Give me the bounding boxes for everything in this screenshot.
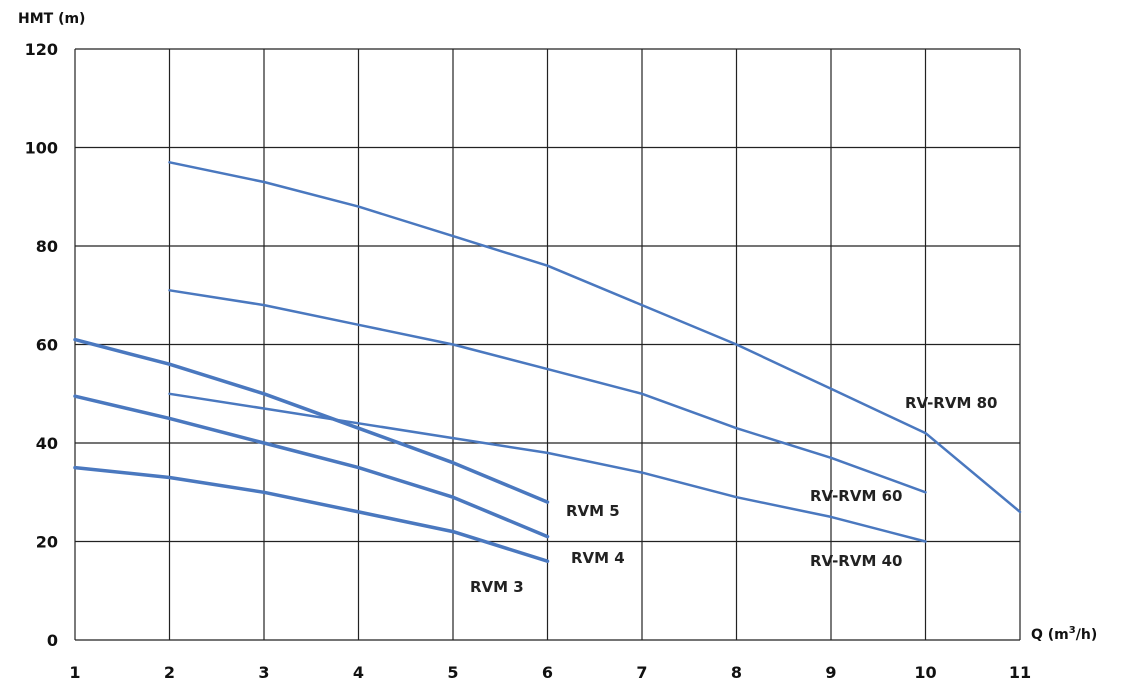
- series-line-rvm-4: [73, 394, 550, 539]
- series-label-rvm-5: RVM 5: [566, 502, 620, 520]
- series-line-rvm-3: [73, 465, 550, 563]
- y-tick-label: 20: [36, 533, 58, 552]
- series-label-rv-rvm-60: RV-RVM 60: [810, 487, 902, 505]
- x-tick-label: 6: [542, 663, 553, 682]
- x-tick-label: 10: [914, 663, 936, 682]
- series-line-rv-rvm-80: [168, 161, 1022, 514]
- x-tick-label: 8: [731, 663, 742, 682]
- x-tick-label: 4: [353, 663, 364, 682]
- y-tick-label: 120: [25, 40, 58, 59]
- series-line-rv-rvm-60: [168, 289, 927, 494]
- grid: [74, 48, 1021, 641]
- x-tick-label: 5: [447, 663, 458, 682]
- x-tick-label: 2: [164, 663, 175, 682]
- y-tick-label: 40: [36, 434, 58, 453]
- x-tick-label: 9: [825, 663, 836, 682]
- x-tick-label: 1: [69, 663, 80, 682]
- curves: [73, 161, 1022, 563]
- y-tick-label: 80: [36, 237, 58, 256]
- tick-labels: 1 2 3 4 5 6 7 8 9 10 11 0 20 40 60 80 100 120: [25, 40, 1032, 682]
- series-line-rvm-5: [73, 337, 550, 504]
- x-tick-label: 7: [636, 663, 647, 682]
- series-label-rv-rvm-40: RV-RVM 40: [810, 552, 902, 570]
- x-tick-label: 11: [1009, 663, 1031, 682]
- series-labels: RV-RVM 80 RV-RVM 60 RV-RVM 40 RVM 5 RVM 4 RVM…: [470, 394, 997, 596]
- series-label-rvm-4: RVM 4: [571, 549, 625, 567]
- x-axis-label: Q (m3/h): [1031, 625, 1097, 643]
- y-axis-label: HMT (m): [18, 11, 85, 27]
- series-label-rvm-3: RVM 3: [470, 578, 524, 596]
- series-label-rv-rvm-80: RV-RVM 80: [905, 394, 997, 412]
- x-tick-label: 3: [258, 663, 269, 682]
- y-tick-label: 100: [25, 139, 58, 158]
- series-line-rv-rvm-40: [168, 392, 927, 543]
- y-tick-label: 0: [47, 631, 58, 650]
- y-tick-label: 60: [36, 336, 58, 355]
